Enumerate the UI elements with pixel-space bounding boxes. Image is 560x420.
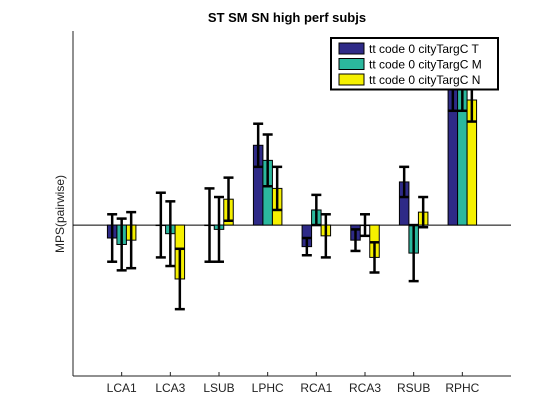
x-tick-label: RPHC xyxy=(445,381,479,395)
x-tick-label: RCA1 xyxy=(300,381,332,395)
x-tick-label: RCA3 xyxy=(349,381,381,395)
legend-swatch xyxy=(338,42,365,55)
legend-swatch xyxy=(338,58,365,70)
x-tick-label: LCA3 xyxy=(155,381,185,395)
x-tick-label: RSUB xyxy=(397,381,430,395)
legend-label: tt code 0 cityTargC N xyxy=(369,73,480,87)
x-tick-label: LPHC xyxy=(252,381,284,395)
chart-title: ST SM SN high perf subjs xyxy=(208,10,366,25)
legend-swatch xyxy=(338,73,365,86)
legend-label: tt code 0 cityTargC T xyxy=(369,42,479,56)
x-tick-label: LSUB xyxy=(203,381,234,395)
x-tick-label: LCA1 xyxy=(107,381,137,395)
legend-label: tt code 0 cityTargC M xyxy=(369,58,482,72)
legend: tt code 0 cityTargC T tt code 0 cityTargC… xyxy=(330,37,499,91)
y-axis-label: MPS(pairwise) xyxy=(53,175,67,253)
